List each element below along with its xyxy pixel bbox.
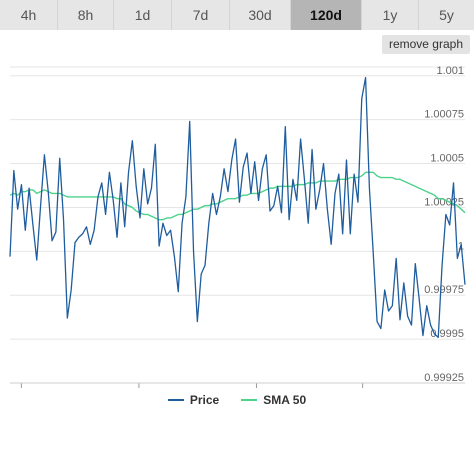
legend-label-price: Price <box>189 393 220 407</box>
y-tick-label: 1.001 <box>436 65 464 77</box>
tab-7d[interactable]: 7d <box>172 0 230 30</box>
tab-8h[interactable]: 8h <box>58 0 114 30</box>
y-tick-label: 1.0005 <box>430 153 464 165</box>
price-chart: 1.0011.000751.00051.0002510.999750.99950… <box>9 65 466 388</box>
x-axis-tick-labels: Dec '25Jan '26Feb '26Mar '26 <box>10 382 465 388</box>
sma-50-series-line <box>9 171 466 221</box>
chart-series <box>9 76 466 339</box>
legend-item-price[interactable]: Price <box>167 393 220 407</box>
legend-label-sma: SMA 50 <box>263 393 307 407</box>
tab-4h[interactable]: 4h <box>0 0 58 30</box>
price-swatch-icon <box>167 399 184 401</box>
timeframe-tabs: 4h 8h 1d 7d 30d 120d 1y 5y <box>0 0 474 30</box>
tab-1d[interactable]: 1d <box>114 0 172 30</box>
tab-30d[interactable]: 30d <box>230 0 291 30</box>
sma-swatch-icon <box>241 399 258 401</box>
tab-1y[interactable]: 1y <box>362 0 419 30</box>
price-series-line <box>9 76 466 339</box>
tab-5y[interactable]: 5y <box>419 0 474 30</box>
y-tick-label: 0.99975 <box>424 284 464 296</box>
remove-graph-button[interactable]: remove graph <box>381 35 470 54</box>
tab-120d[interactable]: 120d <box>291 0 362 30</box>
y-axis-tick-labels: 1.0011.000751.00051.0002510.999750.99950… <box>424 65 464 384</box>
y-tick-label: 1.00075 <box>424 109 464 121</box>
grid-lines <box>10 66 465 384</box>
legend-item-sma[interactable]: SMA 50 <box>241 393 306 407</box>
chart-legend: Price SMA 50 <box>0 393 474 407</box>
y-tick-label: 0.99925 <box>424 372 464 384</box>
